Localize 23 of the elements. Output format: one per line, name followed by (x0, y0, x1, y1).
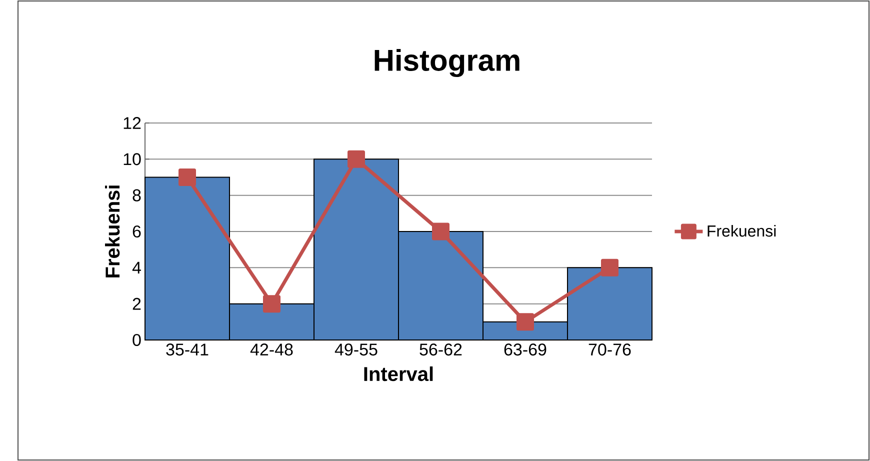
x-tick-label: 49-55 (334, 344, 378, 356)
y-tick-label: 0 (132, 334, 141, 346)
point (516, 313, 534, 331)
y-tick-label: 12 (124, 117, 141, 129)
x-tick-label: 56-62 (420, 344, 462, 356)
legend-label: Frekuensi (708, 224, 776, 237)
x-tick-label: 63-69 (504, 344, 546, 356)
y-tick-label: 6 (132, 225, 141, 238)
x-tick-label: 35-41 (166, 344, 208, 356)
point (600, 258, 618, 276)
point (263, 295, 281, 313)
y-tick-label: 10 (124, 153, 141, 166)
point (432, 222, 450, 240)
x-tick-label: 42-48 (250, 344, 293, 356)
x-tick-label: 70-76 (588, 344, 631, 356)
point (348, 150, 365, 168)
y-tick-label: 8 (132, 189, 141, 202)
x-axis-title: Interval (364, 366, 433, 382)
y-tick-label: 4 (132, 262, 141, 274)
chart-title: Histogram (374, 48, 520, 78)
y-axis-title: Frekuensi (105, 186, 120, 278)
y-tick-label: 2 (132, 298, 141, 310)
point (178, 168, 196, 186)
